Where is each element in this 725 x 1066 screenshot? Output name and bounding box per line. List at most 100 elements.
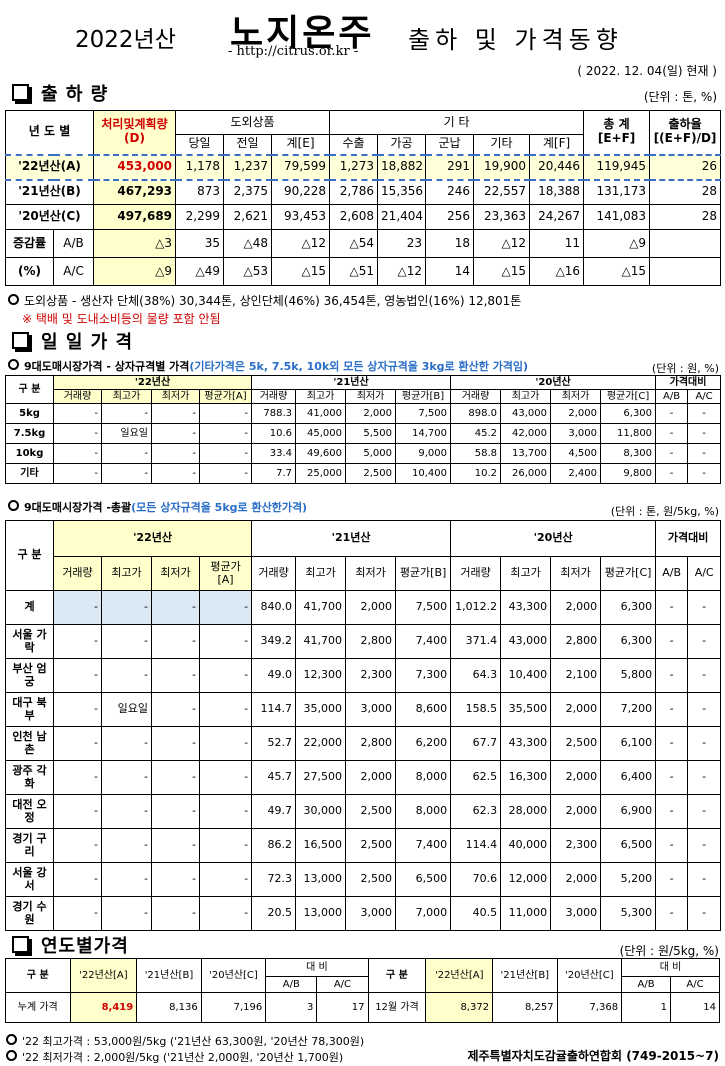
- header-cell: 도외상품: [175, 110, 331, 135]
- cell: 6,300: [600, 590, 657, 625]
- cell: [649, 257, 722, 286]
- cell: 광주 각화: [5, 760, 54, 795]
- cell: -: [198, 692, 253, 727]
- text: 일 일 가 격: [12, 328, 133, 354]
- cell: 840.0: [251, 590, 297, 625]
- text: 9대도매시장가격 -총괄: [24, 501, 132, 514]
- table-row: 구 분 '22년산 '21년산 '20년산 가격대비: [5, 375, 722, 404]
- cell: 497,689: [93, 204, 177, 230]
- cell: 14: [425, 257, 475, 286]
- cell: -: [53, 590, 102, 625]
- cell: 40.5: [450, 896, 502, 931]
- cell: 256: [425, 204, 475, 230]
- cell: -: [655, 896, 689, 931]
- header-cell: 출하율 [(E+F)/D]: [649, 110, 722, 155]
- cell: 6,400: [600, 760, 657, 795]
- cell: -: [687, 443, 722, 464]
- text: 9대도매시장가격 - 상자규격별 가격: [24, 360, 190, 373]
- header-cell: 전일: [223, 134, 273, 155]
- header-cell: 가공: [377, 134, 427, 155]
- cell: 7,368: [556, 992, 623, 1023]
- table-row: 대전 오정 - - - -49.7 30,000 2,500 8,000 62.3 28,000 2…: [5, 794, 722, 829]
- cell: 62.3: [450, 794, 502, 829]
- cell: -: [655, 862, 689, 897]
- cell: 7,196: [200, 992, 267, 1023]
- header-cell: '21년산: [251, 520, 452, 557]
- cell: 7,300: [395, 658, 452, 693]
- cell: A/B: [52, 229, 95, 258]
- cell: 서울 강서: [5, 862, 54, 897]
- cell: A/C: [52, 257, 95, 286]
- cell: -: [101, 828, 152, 863]
- cell: 79,599: [271, 153, 331, 181]
- header-cell: 거래량: [53, 556, 102, 591]
- cell: 8,000: [395, 760, 452, 795]
- cell: -: [687, 862, 722, 897]
- table-row: (%) A/C △9 △49 △53 △15 △51 △12 14 △15 △16 △15: [5, 257, 722, 286]
- cell: △53: [223, 257, 273, 286]
- cell: '22년산(A): [4, 153, 95, 181]
- price-table: 구 분 '22년산 '21년산 '20년산 가격대비 거래량 최고가 최저가 평균가[A] 거래량…: [5, 375, 722, 484]
- cell: 15,356: [377, 179, 427, 205]
- header-cell: '22년산: [52, 520, 253, 557]
- cell: -: [151, 896, 200, 931]
- header-cell: 최저가: [345, 556, 397, 591]
- cell: △48: [223, 229, 273, 258]
- header-cell: '21년산[B]: [492, 958, 558, 993]
- cell: 5,200: [600, 862, 657, 897]
- cell: 18,388: [529, 179, 585, 205]
- cell: 22,557: [473, 179, 531, 205]
- cell: '20년산(C): [4, 204, 95, 230]
- cell: 45,000: [295, 423, 347, 444]
- cell: 13,000: [295, 862, 347, 897]
- cell: 41,700: [295, 624, 347, 659]
- cell: 6,500: [600, 828, 657, 863]
- text: (단위 : 원, %): [651, 362, 719, 375]
- cell: △15: [271, 257, 331, 286]
- cell: 1,178: [175, 153, 225, 181]
- cell: △3: [93, 229, 177, 258]
- cell: '21년산(B): [4, 179, 95, 205]
- cell: -: [151, 590, 200, 625]
- cell: 누계 가격: [5, 992, 71, 1023]
- cell: 6,300: [600, 403, 657, 424]
- cell: 2,000: [550, 590, 602, 625]
- cell: -: [151, 862, 200, 897]
- cell: △54: [329, 229, 379, 258]
- cell: -: [151, 423, 200, 444]
- cell: 6,500: [395, 862, 452, 897]
- table-row: 서울 강서 - - - -72.3 13,000 2,500 6,500 70.6 12,000 2…: [5, 862, 722, 897]
- cell: [649, 229, 722, 258]
- header-cell: 평균가[A]: [198, 556, 253, 591]
- cell: 6,200: [395, 726, 452, 761]
- cell: 일요일: [101, 423, 152, 444]
- cell: 58.8: [450, 443, 502, 464]
- cell: 12월 가격: [367, 992, 427, 1023]
- header-cell: A/B: [265, 976, 318, 993]
- cell: -: [101, 463, 152, 484]
- cell: 대전 오정: [5, 794, 54, 829]
- price-table: 구 분 '22년산 '21년산 '20년산 가격대비 거래량 최고가 최저가 평균가[A] 거래량…: [5, 520, 722, 931]
- cell: 8,372: [425, 992, 494, 1023]
- cell: 114.4: [450, 828, 502, 863]
- cell: 43,300: [500, 726, 552, 761]
- header-cell: 평균가[B]: [395, 556, 452, 591]
- cell: -: [101, 443, 152, 464]
- cell: 30,000: [295, 794, 347, 829]
- cell: 4,500: [550, 443, 602, 464]
- cell: 45.2: [450, 423, 502, 444]
- cell: △9: [583, 229, 651, 258]
- cell: 49,600: [295, 443, 347, 464]
- cell: -: [53, 658, 102, 693]
- cell: 10,400: [395, 463, 452, 484]
- table-row: 광주 각화 - - - -45.7 27,500 2,000 8,000 62.5 16,300 2…: [5, 760, 722, 795]
- cell: 10.2: [450, 463, 502, 484]
- text: 출 하 량: [12, 80, 108, 106]
- cell: -: [655, 658, 689, 693]
- text: (단위 : 원/5kg, %): [619, 944, 719, 958]
- cell: 5,300: [600, 896, 657, 931]
- cell: 6,900: [600, 794, 657, 829]
- cell: △12: [377, 257, 427, 286]
